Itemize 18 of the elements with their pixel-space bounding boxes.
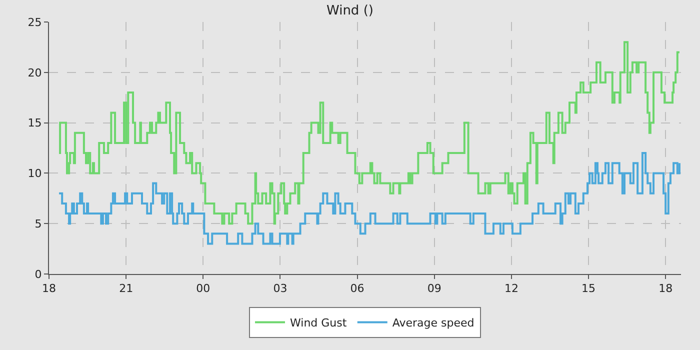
x-tick-label: 09 [427, 282, 442, 296]
x-tick-label: 18 [42, 282, 56, 296]
x-tick-label: 03 [273, 282, 288, 296]
y-tick-label: 15 [28, 116, 42, 130]
legend-label: Average speed [392, 316, 474, 330]
y-tick-label: 10 [28, 167, 42, 180]
y-tick-label: 25 [28, 16, 42, 29]
legend-label: Wind Gust [290, 316, 348, 330]
x-tick-label: 15 [582, 282, 596, 296]
x-tick-label: 12 [504, 282, 518, 296]
y-tick-label: 20 [28, 66, 42, 80]
y-tick-label: 5 [34, 217, 42, 230]
x-tick-label: 21 [119, 282, 134, 296]
x-tick-label: 18 [658, 282, 673, 296]
chart-title: Wind () [326, 3, 374, 18]
y-tick-label: 0 [34, 268, 42, 281]
x-tick-label: 00 [196, 282, 210, 296]
x-tick-label: 06 [350, 282, 364, 296]
